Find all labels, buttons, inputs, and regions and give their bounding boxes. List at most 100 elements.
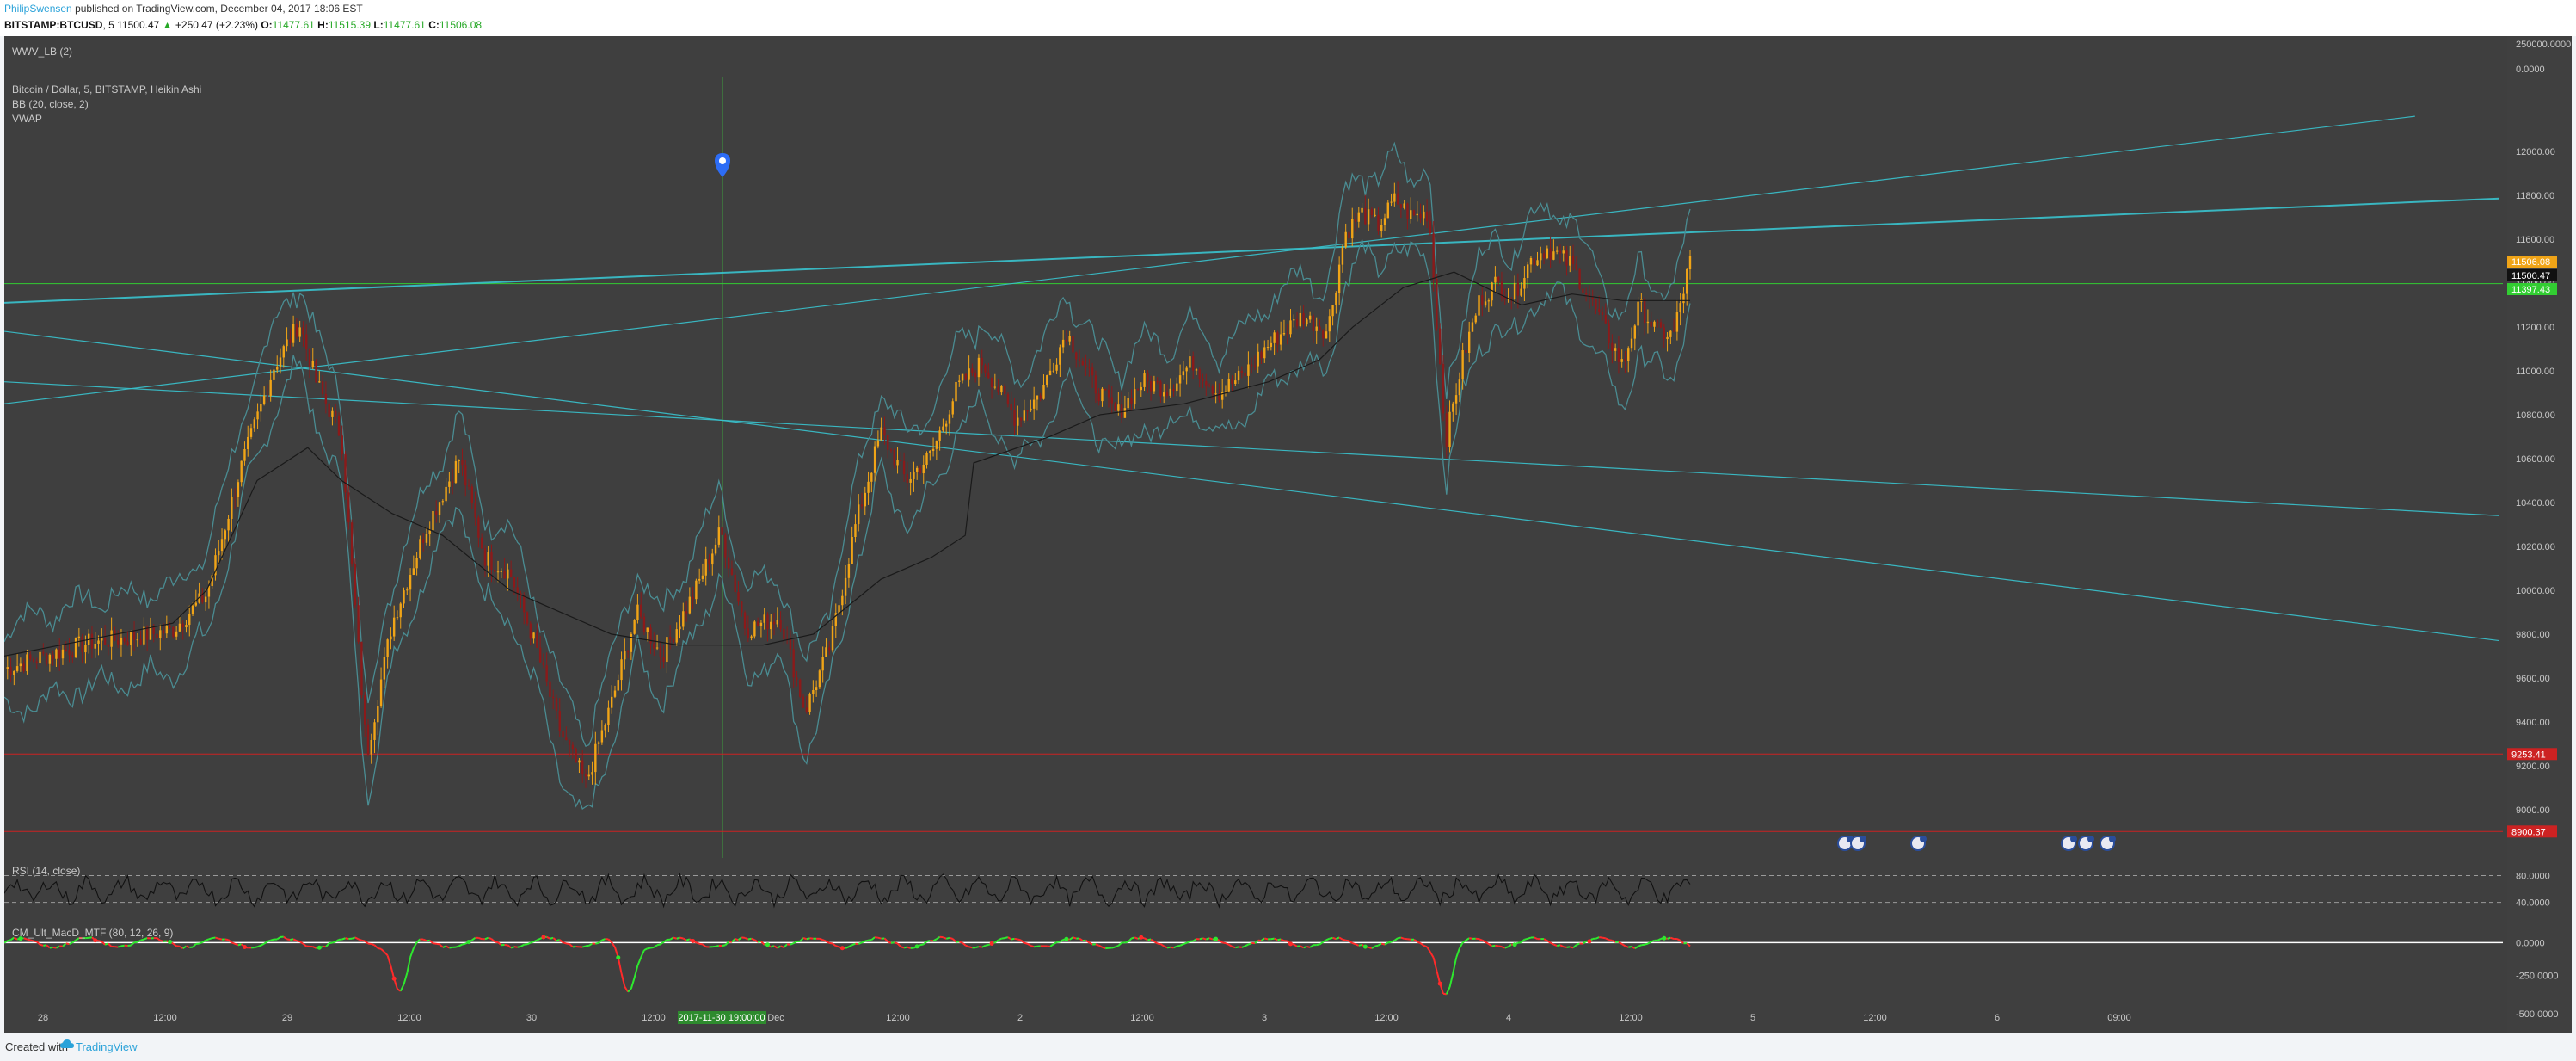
candle-body — [370, 739, 372, 755]
candle-body — [919, 467, 922, 474]
candle-body — [1595, 299, 1597, 310]
author-link[interactable]: PhilipSwensen — [4, 3, 72, 15]
price-marker — [2507, 256, 2557, 268]
macd-segment — [1599, 936, 1603, 939]
chart-canvas[interactable]: 9000.00 9200.00 9400.00 9600.00 9800.00 10000… — [4, 36, 2572, 1033]
candle-body — [821, 657, 824, 671]
macd-segment — [495, 941, 499, 944]
tradingview-link[interactable]: TradingView — [76, 1040, 138, 1053]
macd-segment — [1157, 942, 1161, 946]
candle-body — [1036, 395, 1039, 400]
candle-body — [913, 471, 915, 479]
macd-segment — [1309, 944, 1314, 948]
candle-body — [759, 622, 763, 626]
candle-body — [1380, 225, 1383, 231]
candle-body — [19, 663, 22, 667]
macd-segment — [1173, 945, 1177, 949]
macd-segment — [290, 938, 294, 941]
macd-segment — [1020, 939, 1025, 944]
macd-segment — [753, 939, 759, 943]
macd-cross-dot — [18, 936, 23, 941]
candle-body — [120, 638, 123, 645]
candle-body — [1500, 281, 1503, 298]
candle-body — [29, 654, 32, 659]
time-tick-label: 12:00 — [1863, 1013, 1887, 1023]
candle-body — [1571, 256, 1575, 265]
macd-segment — [71, 939, 77, 944]
candle-body — [1559, 250, 1562, 254]
macd-segment — [108, 942, 113, 947]
candle-body — [1185, 367, 1188, 372]
macd-cross-dot — [391, 976, 397, 981]
candle-body — [1403, 203, 1405, 208]
candle-body — [6, 667, 9, 669]
candle-body — [110, 630, 113, 647]
macd-segment — [1248, 942, 1252, 946]
candle-body — [646, 627, 649, 632]
macd-segment — [952, 938, 957, 943]
macd-segment — [640, 949, 645, 959]
volume-legend: WWV_LB (2) — [12, 46, 73, 58]
macd-segment — [1452, 957, 1458, 974]
macd-cross-dot — [1288, 941, 1293, 947]
macd-segment — [89, 936, 93, 939]
macd-segment — [1088, 941, 1093, 946]
candle-body — [961, 373, 964, 381]
macd-segment — [1469, 937, 1473, 940]
candle-body — [704, 558, 707, 576]
high-label: H: — [317, 19, 329, 31]
macd-segment — [1534, 936, 1538, 941]
time-tick-label: 6 — [1995, 1013, 2000, 1023]
candle-body — [630, 633, 633, 652]
macd-segment — [1199, 937, 1203, 941]
macd-segment — [1115, 945, 1119, 948]
chart-panel[interactable]: 9000.00 9200.00 9400.00 9600.00 9800.00 10000… — [4, 36, 2572, 1033]
macd-segment — [536, 937, 541, 941]
candle-body — [58, 649, 61, 659]
macd-segment — [406, 957, 412, 974]
macd-segment — [581, 945, 587, 948]
macd-segment — [1625, 945, 1629, 948]
macd-segment — [1342, 938, 1346, 941]
time-tick-label: 12:00 — [642, 1013, 666, 1023]
price-tick-label: 9200.00 — [2516, 762, 2550, 772]
macd-segment — [698, 942, 704, 946]
candle-body — [649, 627, 652, 644]
candle-body — [549, 681, 551, 697]
macd-segment — [429, 940, 434, 944]
candle-body — [480, 537, 483, 549]
macd-cross-dot — [1139, 935, 1144, 940]
candle-body — [1000, 385, 1003, 393]
macd-segment — [1073, 936, 1077, 940]
candle-body — [951, 401, 954, 415]
candle-body — [662, 657, 665, 663]
macd-segment — [1319, 941, 1324, 946]
pin-shape — [715, 153, 730, 177]
macd-segment — [1218, 939, 1223, 944]
macd-segment — [1280, 938, 1285, 942]
candle-body — [1091, 367, 1094, 376]
macd-segment — [101, 941, 106, 946]
macd-segment — [825, 940, 830, 944]
price-tick-label: 10200.00 — [2516, 542, 2555, 552]
macd-segment — [1442, 992, 1447, 996]
macd-segment — [793, 941, 797, 945]
candle-body — [977, 357, 981, 378]
macd-segment — [624, 985, 629, 993]
macd-segment — [1631, 946, 1636, 950]
candle-body — [929, 451, 931, 453]
macd-segment — [1686, 942, 1691, 947]
macd-cross-dot — [317, 945, 322, 950]
macd-segment — [773, 945, 778, 949]
candle-body — [854, 524, 857, 538]
candle-body — [675, 629, 678, 643]
macd-segment — [446, 945, 450, 949]
macd-segment — [530, 941, 534, 944]
candle-body — [555, 698, 558, 712]
candle-body — [617, 680, 619, 691]
macd-segment — [1166, 946, 1171, 949]
candle-body — [231, 497, 233, 519]
candle-body — [1293, 319, 1295, 321]
candle-body — [1608, 323, 1610, 343]
low-label: L: — [373, 19, 384, 31]
